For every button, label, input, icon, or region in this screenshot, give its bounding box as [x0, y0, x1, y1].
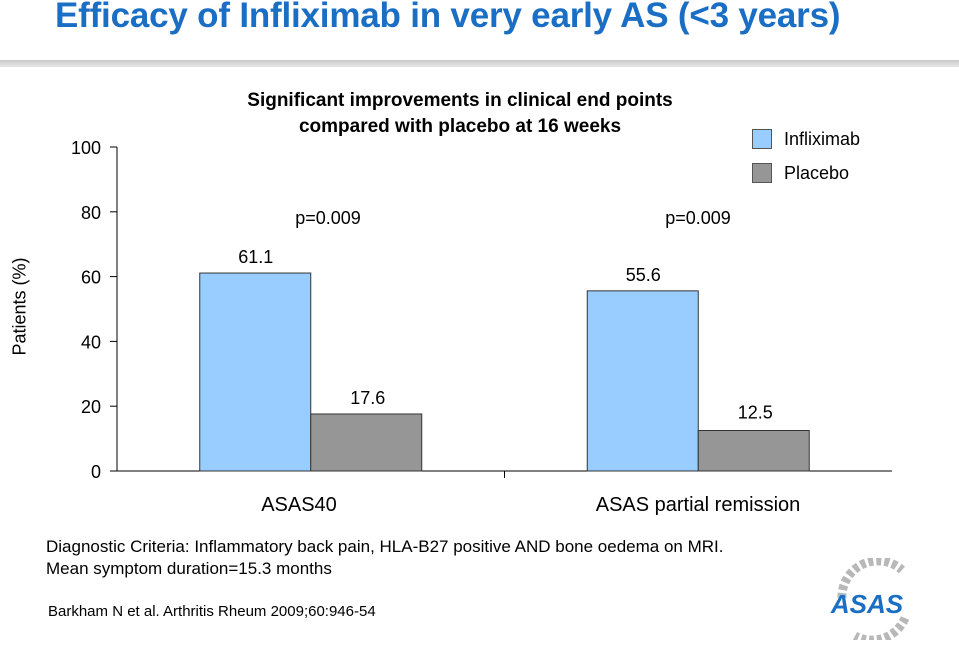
y-tick-label: 100: [71, 138, 101, 158]
y-tick-label: 40: [81, 332, 101, 352]
logo-text: ASAS: [830, 589, 904, 619]
chart-title: Significant improvements in clinical end…: [180, 88, 740, 140]
legend-label-infliximab: Infliximab: [784, 128, 861, 149]
data-label-infliximab-1: 55.6: [626, 265, 661, 285]
bar-placebo-0: [310, 413, 423, 472]
page-title: Efficacy of Infliximab in very early AS …: [55, 0, 841, 35]
bar-chart: 0 20 40 60 80 100 61.1 17.6 p=0.009 ASAS40 55.6 12.…: [71, 138, 892, 516]
y-tick-label: 80: [81, 203, 101, 223]
x-category-label-1: ASAS partial remission: [596, 494, 801, 516]
data-label-placebo-0: 17.6: [350, 388, 385, 408]
y-tick-label: 0: [91, 462, 101, 482]
p-value-annotation-1: p=0.009: [665, 208, 731, 228]
y-tick-label: 60: [81, 268, 101, 288]
bar-placebo-1: [697, 430, 810, 472]
legend-label-placebo: Placebo: [784, 162, 850, 183]
caption-line-1: Diagnostic Criteria: Inflammatory back p…: [46, 537, 724, 556]
title-divider: [0, 60, 959, 67]
x-category-label-0: ASAS40: [261, 494, 337, 516]
legend-item-infliximab: Infliximab: [752, 128, 860, 150]
data-label-placebo-1: 12.5: [738, 403, 773, 423]
y-tick-label: 20: [81, 397, 101, 417]
diagnostic-caption: Diagnostic Criteria: Inflammatory back p…: [46, 536, 723, 580]
legend-swatch-placebo: [752, 163, 772, 183]
legend-item-placebo: Placebo: [752, 162, 860, 184]
citation: Barkham N et al. Arthritis Rheum 2009;60…: [48, 603, 376, 620]
data-label-infliximab-0: 61.1: [238, 247, 273, 267]
bar-infliximab-0: [199, 272, 312, 472]
p-value-annotation-0: p=0.009: [295, 208, 361, 228]
legend-swatch-infliximab: [752, 129, 772, 149]
caption-line-2: Mean symptom duration=15.3 months: [46, 559, 332, 578]
legend: Infliximab Placebo: [752, 128, 860, 196]
bar-infliximab-1: [586, 290, 699, 472]
chart-title-line2: compared with placebo at 16 weeks: [298, 116, 622, 137]
asas-logo: ASAS: [830, 558, 910, 640]
chart-title-line1: Significant improvements in clinical end…: [247, 90, 673, 111]
